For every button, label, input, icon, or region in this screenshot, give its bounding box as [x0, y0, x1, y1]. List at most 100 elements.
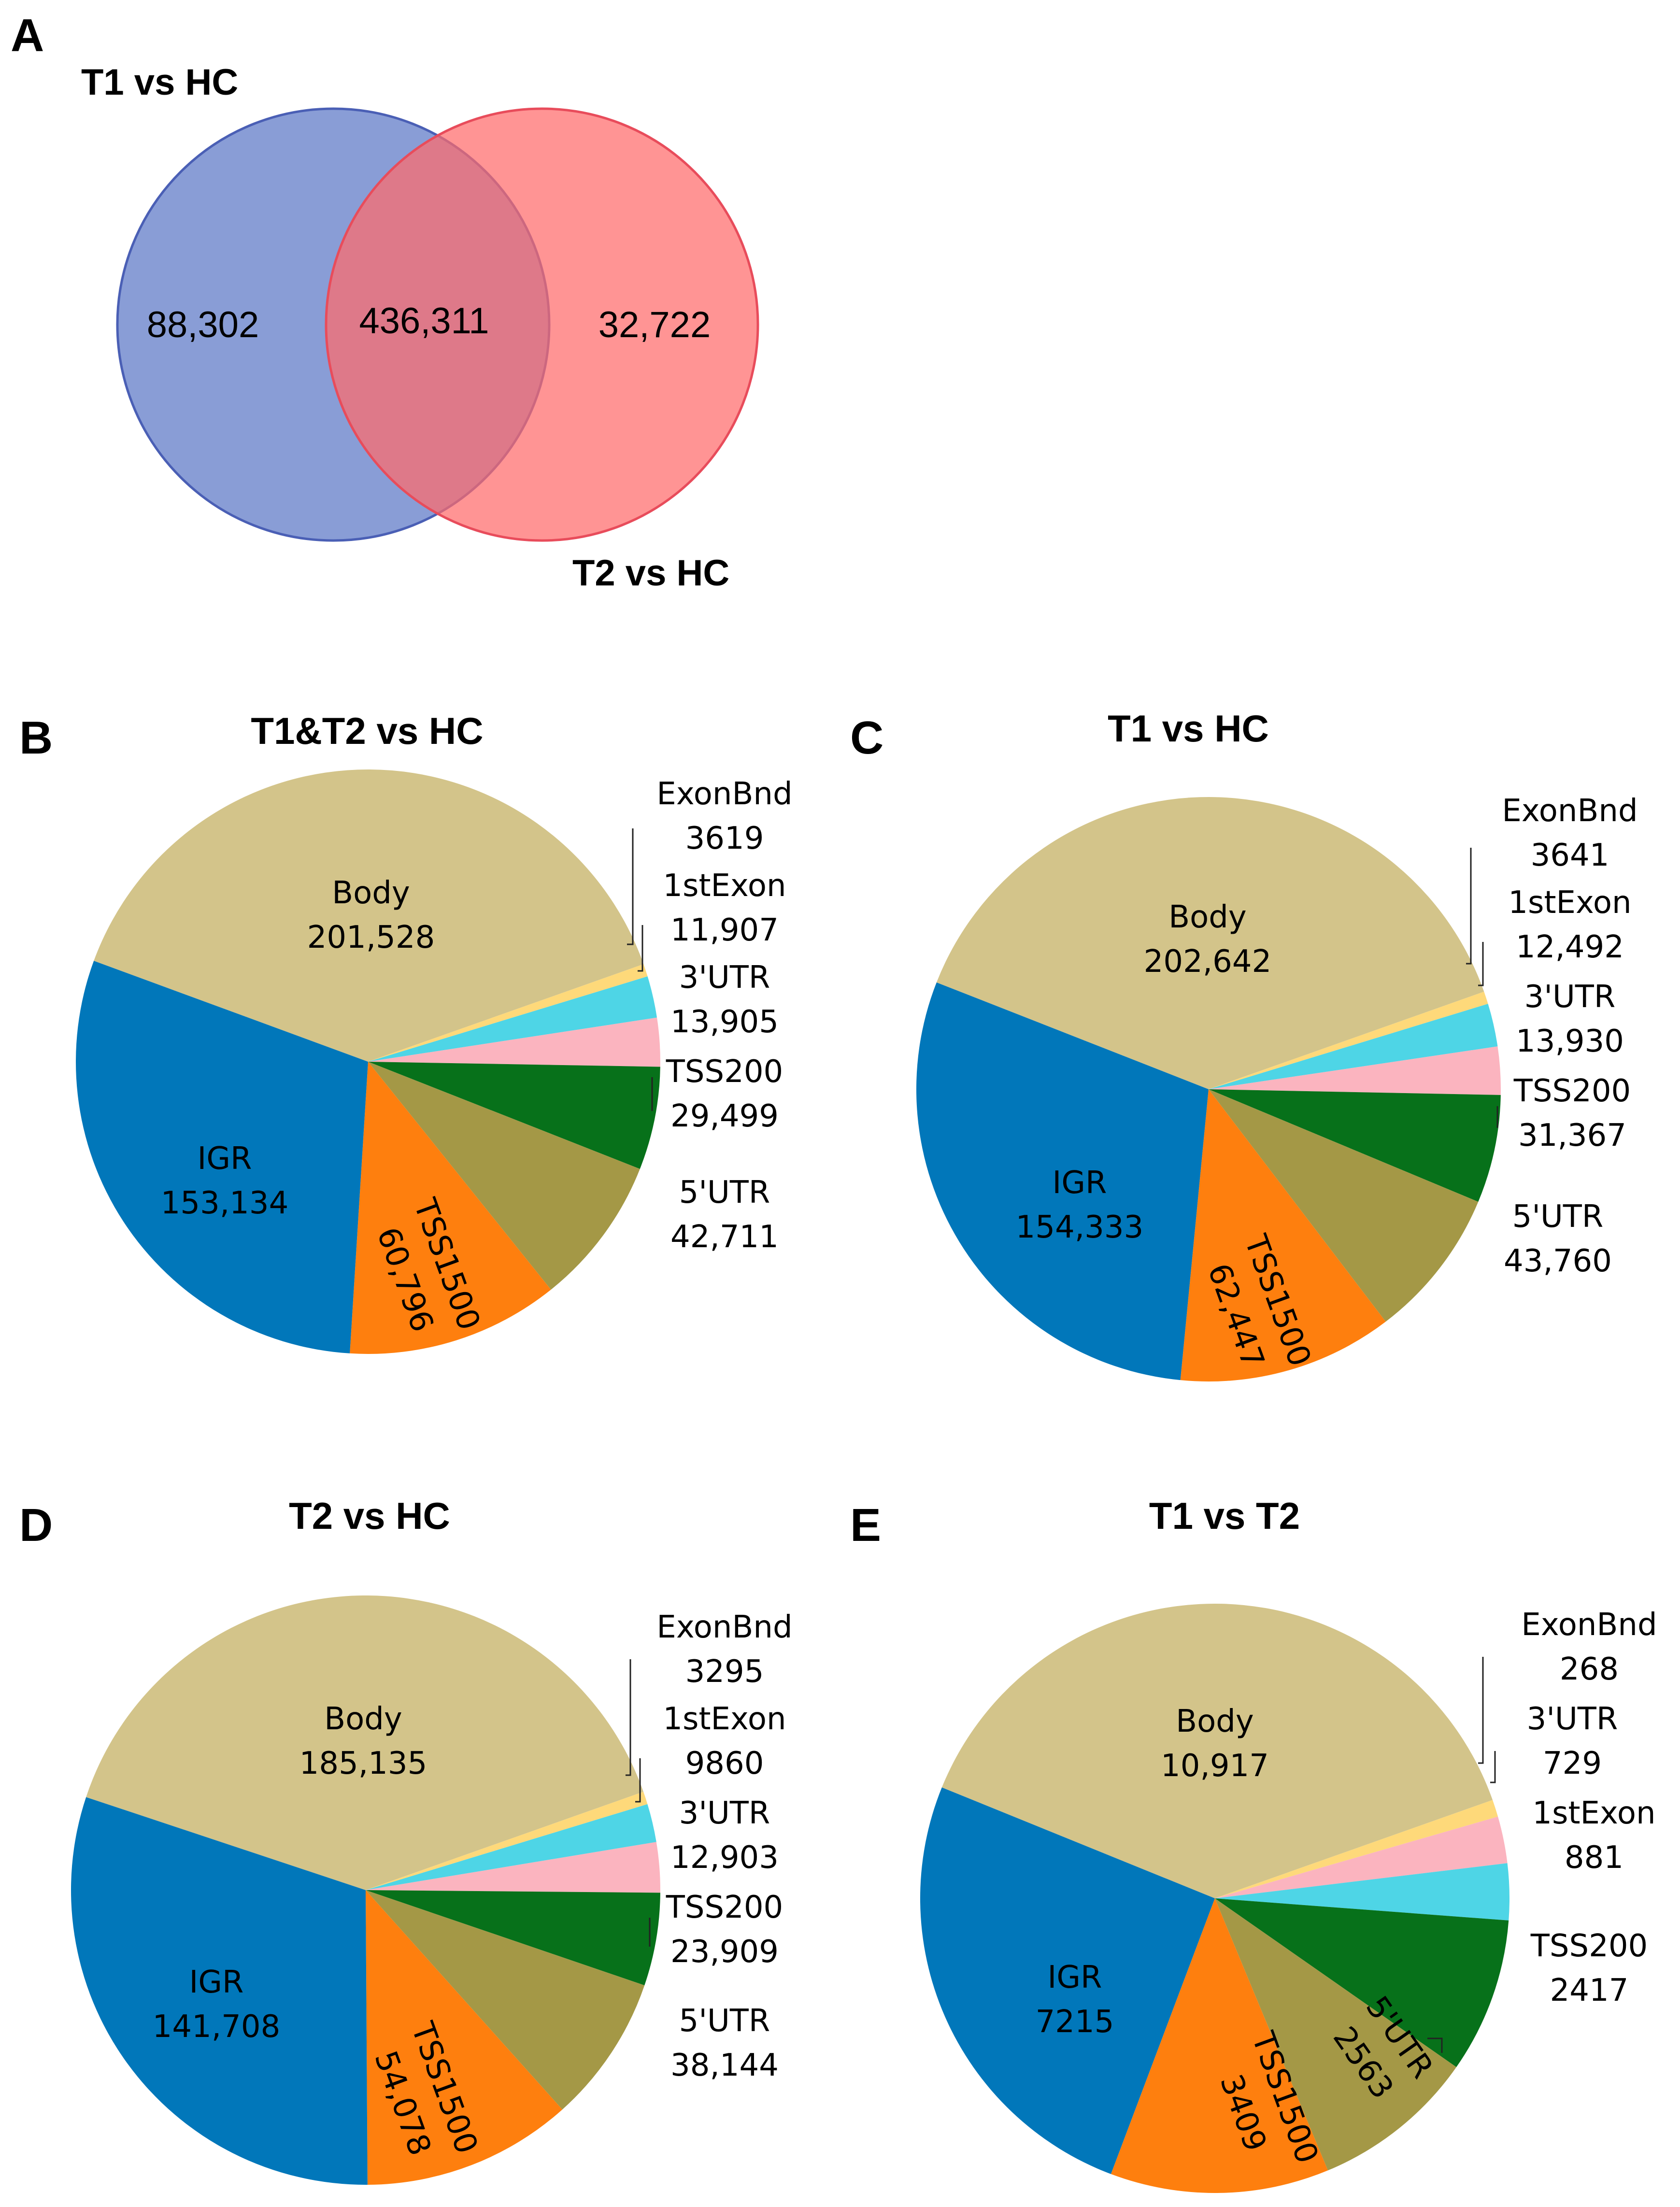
pie-slice-5utr: [1215, 1898, 1457, 2171]
leader-line: [1466, 848, 1472, 965]
pie-slice-tss200: [1215, 1898, 1509, 2067]
panel-letter-c: C: [850, 712, 883, 764]
pie-slice-5utr: [368, 1062, 640, 1290]
pie-slice-exonbnd: [368, 964, 648, 1062]
slice-value: 3619: [685, 821, 764, 856]
slice-name: ExonBnd: [656, 776, 792, 812]
leader-line: [1427, 2037, 1443, 2053]
pie-title: T1 vs HC: [1108, 707, 1269, 750]
leader-line: [1490, 1751, 1496, 1783]
slice-value: 38,144: [670, 2048, 779, 2083]
slice-name: 1stExon: [1508, 885, 1631, 921]
slice-label-body: Body 10,917: [1161, 1704, 1269, 1784]
leader-line: [627, 828, 634, 945]
slice-label-exonbnd: ExonBnd 3619: [656, 776, 792, 856]
slice-value: 12,492: [1516, 929, 1624, 965]
slice-name: TSS200: [1530, 1928, 1648, 1964]
slice-name: IGR: [1048, 1960, 1102, 1995]
pie-slice-igr: [916, 982, 1209, 1381]
slice-value: 154,333: [1016, 1210, 1144, 1245]
slice-label-exonbnd: ExonBnd 3641: [1502, 793, 1637, 873]
pie-slice-exonbnd: [1215, 1800, 1498, 1898]
slice-value: 2417: [1550, 1973, 1629, 2008]
pie-slice-tss200: [1209, 1089, 1501, 1202]
pie-title: T1&T2 vs HC: [251, 710, 483, 752]
venn-b-only-count: 32,722: [598, 304, 711, 345]
venn-set-b-title: T2 vs HC: [572, 553, 729, 594]
slice-value: 31,367: [1518, 1118, 1626, 1153]
slice-value: 13,905: [670, 1004, 779, 1040]
pie-slice-3utr: [1209, 1046, 1501, 1095]
slice-name: IGR: [198, 1141, 252, 1177]
slice-value: 201,528: [307, 920, 435, 955]
slice-label-5utr: 5'UTR 43,760: [1504, 1199, 1612, 1279]
slice-value: 12,903: [670, 1840, 779, 1876]
slice-name: 5'UTR: [1512, 1199, 1604, 1235]
slice-label-body: Body 202,642: [1144, 899, 1272, 980]
pie-slice-3utr: [1215, 1816, 1508, 1898]
slice-name: 1stExon: [663, 1701, 786, 1737]
slice-label-exonbnd: ExonBnd 3295: [656, 1609, 792, 1690]
slice-name: Body: [332, 875, 410, 911]
slice-value: 268: [1560, 1652, 1619, 1687]
pie-slice-3utr: [366, 1842, 661, 1893]
slice-value: 29,499: [670, 1098, 779, 1134]
slice-value: 43,760: [1504, 1243, 1612, 1279]
slice-label-5utr: 5'UTR 38,144: [670, 2003, 779, 2083]
slice-label-tss200: TSS200 23,909: [666, 1890, 783, 1970]
pie-slice-exonbnd: [366, 1792, 648, 1890]
pie-panel-d: D T2 vs HC Body 185,135 ExonBnd 3295 1stExon…: [19, 1495, 793, 2185]
slice-label-1stexon: 1stExon 11,907: [663, 868, 786, 948]
slice-name: Body: [324, 1701, 402, 1737]
pie-slice-exonbnd: [1209, 992, 1488, 1089]
venn-set-b-circle: [325, 107, 759, 542]
slice-value: 153,134: [161, 1185, 289, 1221]
slice-name: IGR: [189, 1965, 244, 2000]
slice-value: 881: [1565, 1840, 1623, 1876]
panel-letter-a: A: [11, 10, 44, 61]
pie-slice-5utr: [366, 1890, 645, 2110]
slice-value: 11,907: [670, 912, 779, 948]
panel-letter-b: B: [19, 712, 53, 764]
venn-intersection-count: 436,311: [359, 300, 489, 342]
slice-label-1stexon: 1stExon 12,492: [1508, 885, 1631, 965]
venn-a-only-count: 88,302: [147, 304, 259, 345]
leader-line: [638, 925, 643, 972]
slice-label-igr: IGR 154,333: [1016, 1165, 1144, 1245]
slice-value: 3641: [1531, 838, 1609, 873]
slice-label-tss200: TSS200 29,499: [666, 1054, 783, 1134]
slice-name: ExonBnd: [1502, 793, 1637, 829]
panel-letter-d: D: [19, 1499, 53, 1551]
slice-name: 3'UTR: [1524, 979, 1616, 1015]
slice-value: 141,708: [153, 2009, 281, 2045]
pie-slice-1stexon: [1215, 1863, 1510, 1921]
slice-name: 3'UTR: [1527, 1701, 1618, 1737]
slice-label-body: Body 201,528: [307, 875, 435, 955]
slice-name: ExonBnd: [656, 1609, 792, 1645]
slice-name: Body: [1176, 1704, 1254, 1739]
slice-label-body: Body 185,135: [299, 1701, 427, 1781]
slice-value: 10,917: [1161, 1748, 1269, 1784]
pie-slice-tss1500: [1111, 1898, 1328, 2193]
slice-label-3utr: 3'UTR 12,903: [670, 1795, 779, 1876]
slice-label-1stexon: 1stExon 881: [1532, 1795, 1655, 1876]
slice-name: 5'UTR: [679, 2003, 770, 2039]
slice-name: 5'UTR: [679, 1175, 770, 1210]
pie-slice-body: [94, 769, 644, 1062]
slice-label-5utr: 5'UTR 42,711: [670, 1175, 779, 1255]
slice-name: 3'UTR: [679, 1795, 770, 1831]
slice-name: IGR: [1053, 1165, 1107, 1201]
slice-name: 1stExon: [663, 868, 786, 904]
slice-name: TSS200: [666, 1890, 783, 1925]
leader-line: [635, 1758, 641, 1803]
pie-panel-e: E T1 vs T2 Body 10,917 ExonBnd 268 3'UTR 729 1…: [850, 1495, 1657, 2193]
slice-value: 729: [1543, 1746, 1602, 1781]
pie-slice-3utr: [368, 1017, 660, 1067]
slice-value: 23,909: [670, 1934, 779, 1970]
leader-line: [1478, 1657, 1484, 1764]
slice-name: Body: [1168, 899, 1247, 935]
slice-name: ExonBnd: [1521, 1607, 1657, 1643]
slice-label-tss200: TSS200 31,367: [1513, 1073, 1631, 1153]
pie-slice-tss200: [368, 1062, 660, 1169]
